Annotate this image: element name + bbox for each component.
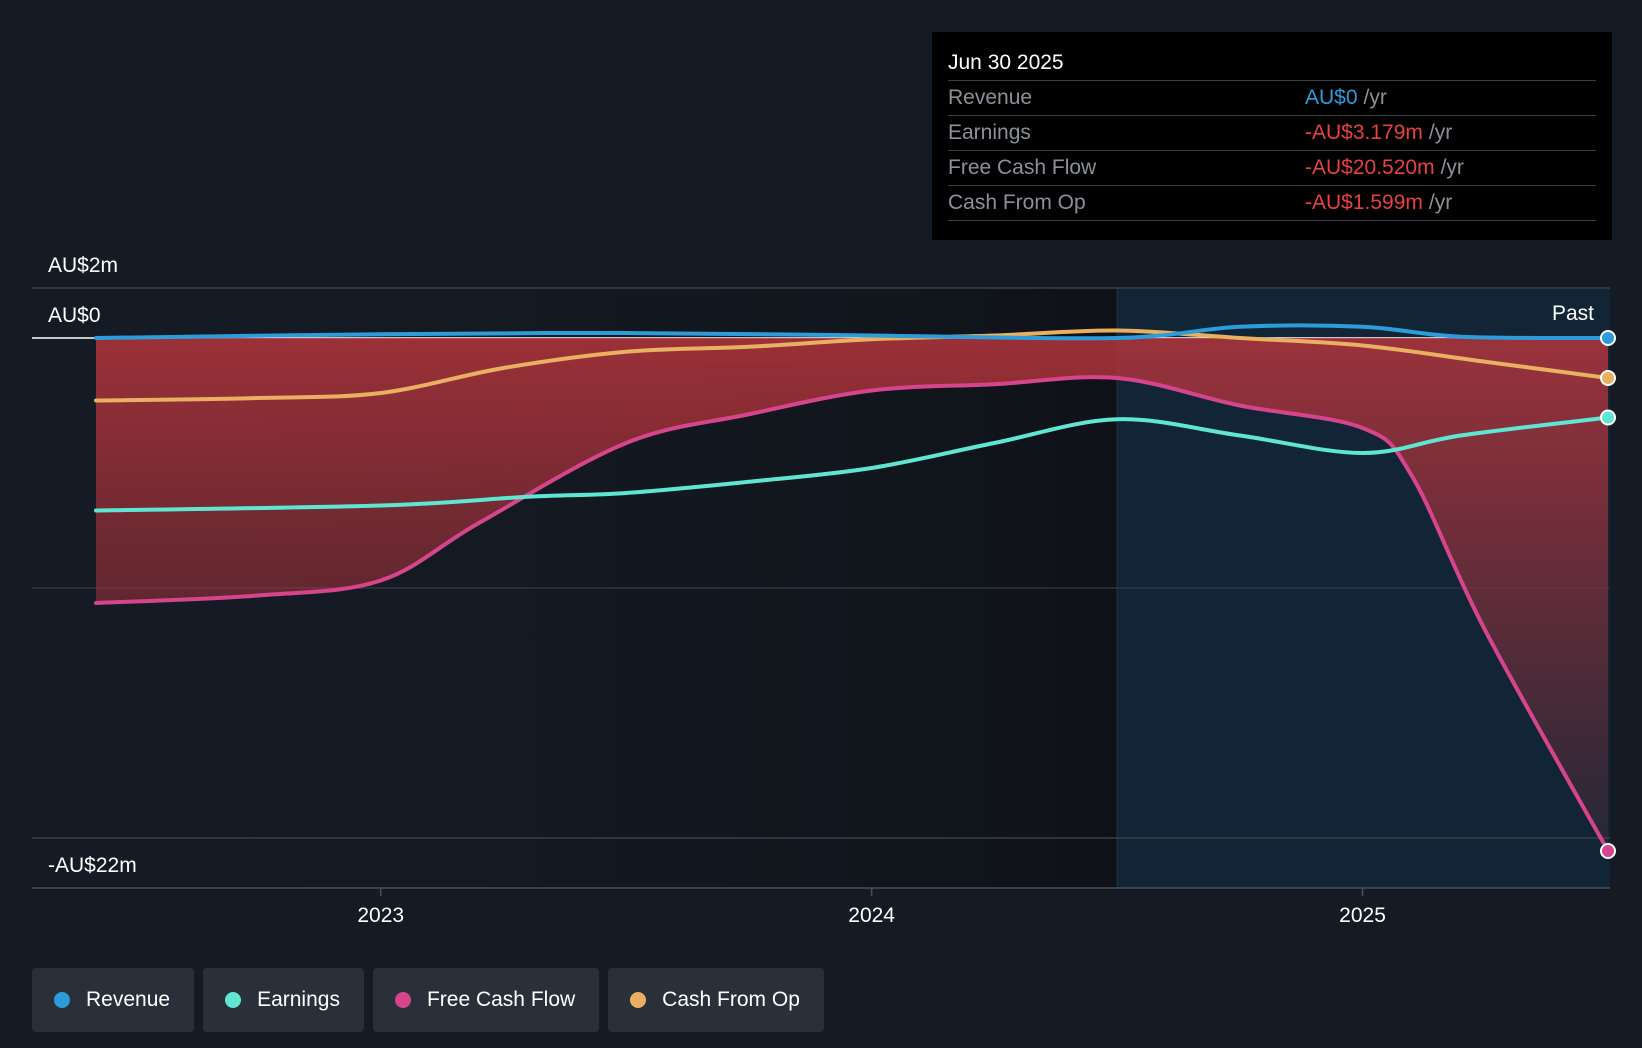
x-tick-label: 2025 xyxy=(1339,904,1386,927)
tooltip-unit: /yr xyxy=(1363,86,1387,109)
legend-dot-icon xyxy=(394,992,411,1008)
tooltip-row-free-cash-flow: Free Cash Flow -AU$20.520m /yr xyxy=(948,151,1596,186)
legend-item-free-cash-flow[interactable]: Free Cash Flow xyxy=(372,968,600,1032)
cash-from-op-line xyxy=(94,328,1610,403)
legend-dot-icon xyxy=(630,992,647,1008)
legend-dot-icon xyxy=(225,992,242,1008)
x-tick-label: 2023 xyxy=(357,904,404,927)
free-cash-flow-end-point xyxy=(1600,843,1616,859)
tooltip-value: -AU$3.179m xyxy=(1305,121,1423,144)
legend-dot-icon xyxy=(54,992,70,1008)
tooltip-label: Revenue xyxy=(948,86,1033,109)
cash-from-op-end-point xyxy=(1600,369,1616,386)
tooltip-unit: /yr xyxy=(1428,121,1453,144)
legend-label: Free Cash Flow xyxy=(426,988,576,1011)
past-label: Past xyxy=(1552,302,1594,325)
legend-label: Earnings xyxy=(257,988,340,1011)
free-cash-flow-area xyxy=(96,338,1608,851)
tooltip-value: AU$0 xyxy=(1305,86,1358,109)
tooltip-row-cash-from-op: Cash From Op -AU$1.599m /yr xyxy=(948,186,1596,221)
tooltip-value: -AU$1.599m xyxy=(1305,191,1423,214)
free-cash-flow-line xyxy=(94,375,1610,853)
earnings-end-point xyxy=(1600,409,1616,426)
y-label-bottom: -AU$22m xyxy=(48,854,137,877)
legend: Revenue Earnings Free Cash Flow Cash Fro… xyxy=(32,968,824,1032)
legend-item-revenue[interactable]: Revenue xyxy=(32,968,195,1032)
x-tick-label: 2024 xyxy=(848,904,895,927)
earnings-line xyxy=(94,415,1610,513)
tooltip-row-earnings: Earnings -AU$3.179m /yr xyxy=(948,116,1596,151)
legend-item-earnings[interactable]: Earnings xyxy=(203,968,364,1032)
y-label-zero: AU$0 xyxy=(48,304,101,327)
tooltip-unit: /yr xyxy=(1440,156,1464,179)
legend-item-cash-from-op[interactable]: Cash From Op xyxy=(608,968,824,1032)
legend-label: Revenue xyxy=(86,988,171,1011)
tooltip-row-revenue: Revenue AU$0 /yr xyxy=(948,81,1596,116)
tooltip-label: Earnings xyxy=(948,121,1031,144)
tooltip-label: Cash From Op xyxy=(948,191,1086,214)
tooltip-date: Jun 30 2025 xyxy=(948,46,1596,81)
legend-label: Cash From Op xyxy=(662,988,800,1011)
tooltip-unit: /yr xyxy=(1428,191,1453,214)
tooltip-panel: Jun 30 2025 Revenue AU$0 /yr Earnings -A… xyxy=(932,32,1612,240)
tooltip-value: -AU$20.520m xyxy=(1305,156,1435,179)
revenue-line xyxy=(94,323,1610,341)
y-label-top: AU$2m xyxy=(48,254,118,277)
revenue-end-point xyxy=(1600,330,1616,346)
tooltip-label: Free Cash Flow xyxy=(948,156,1097,179)
